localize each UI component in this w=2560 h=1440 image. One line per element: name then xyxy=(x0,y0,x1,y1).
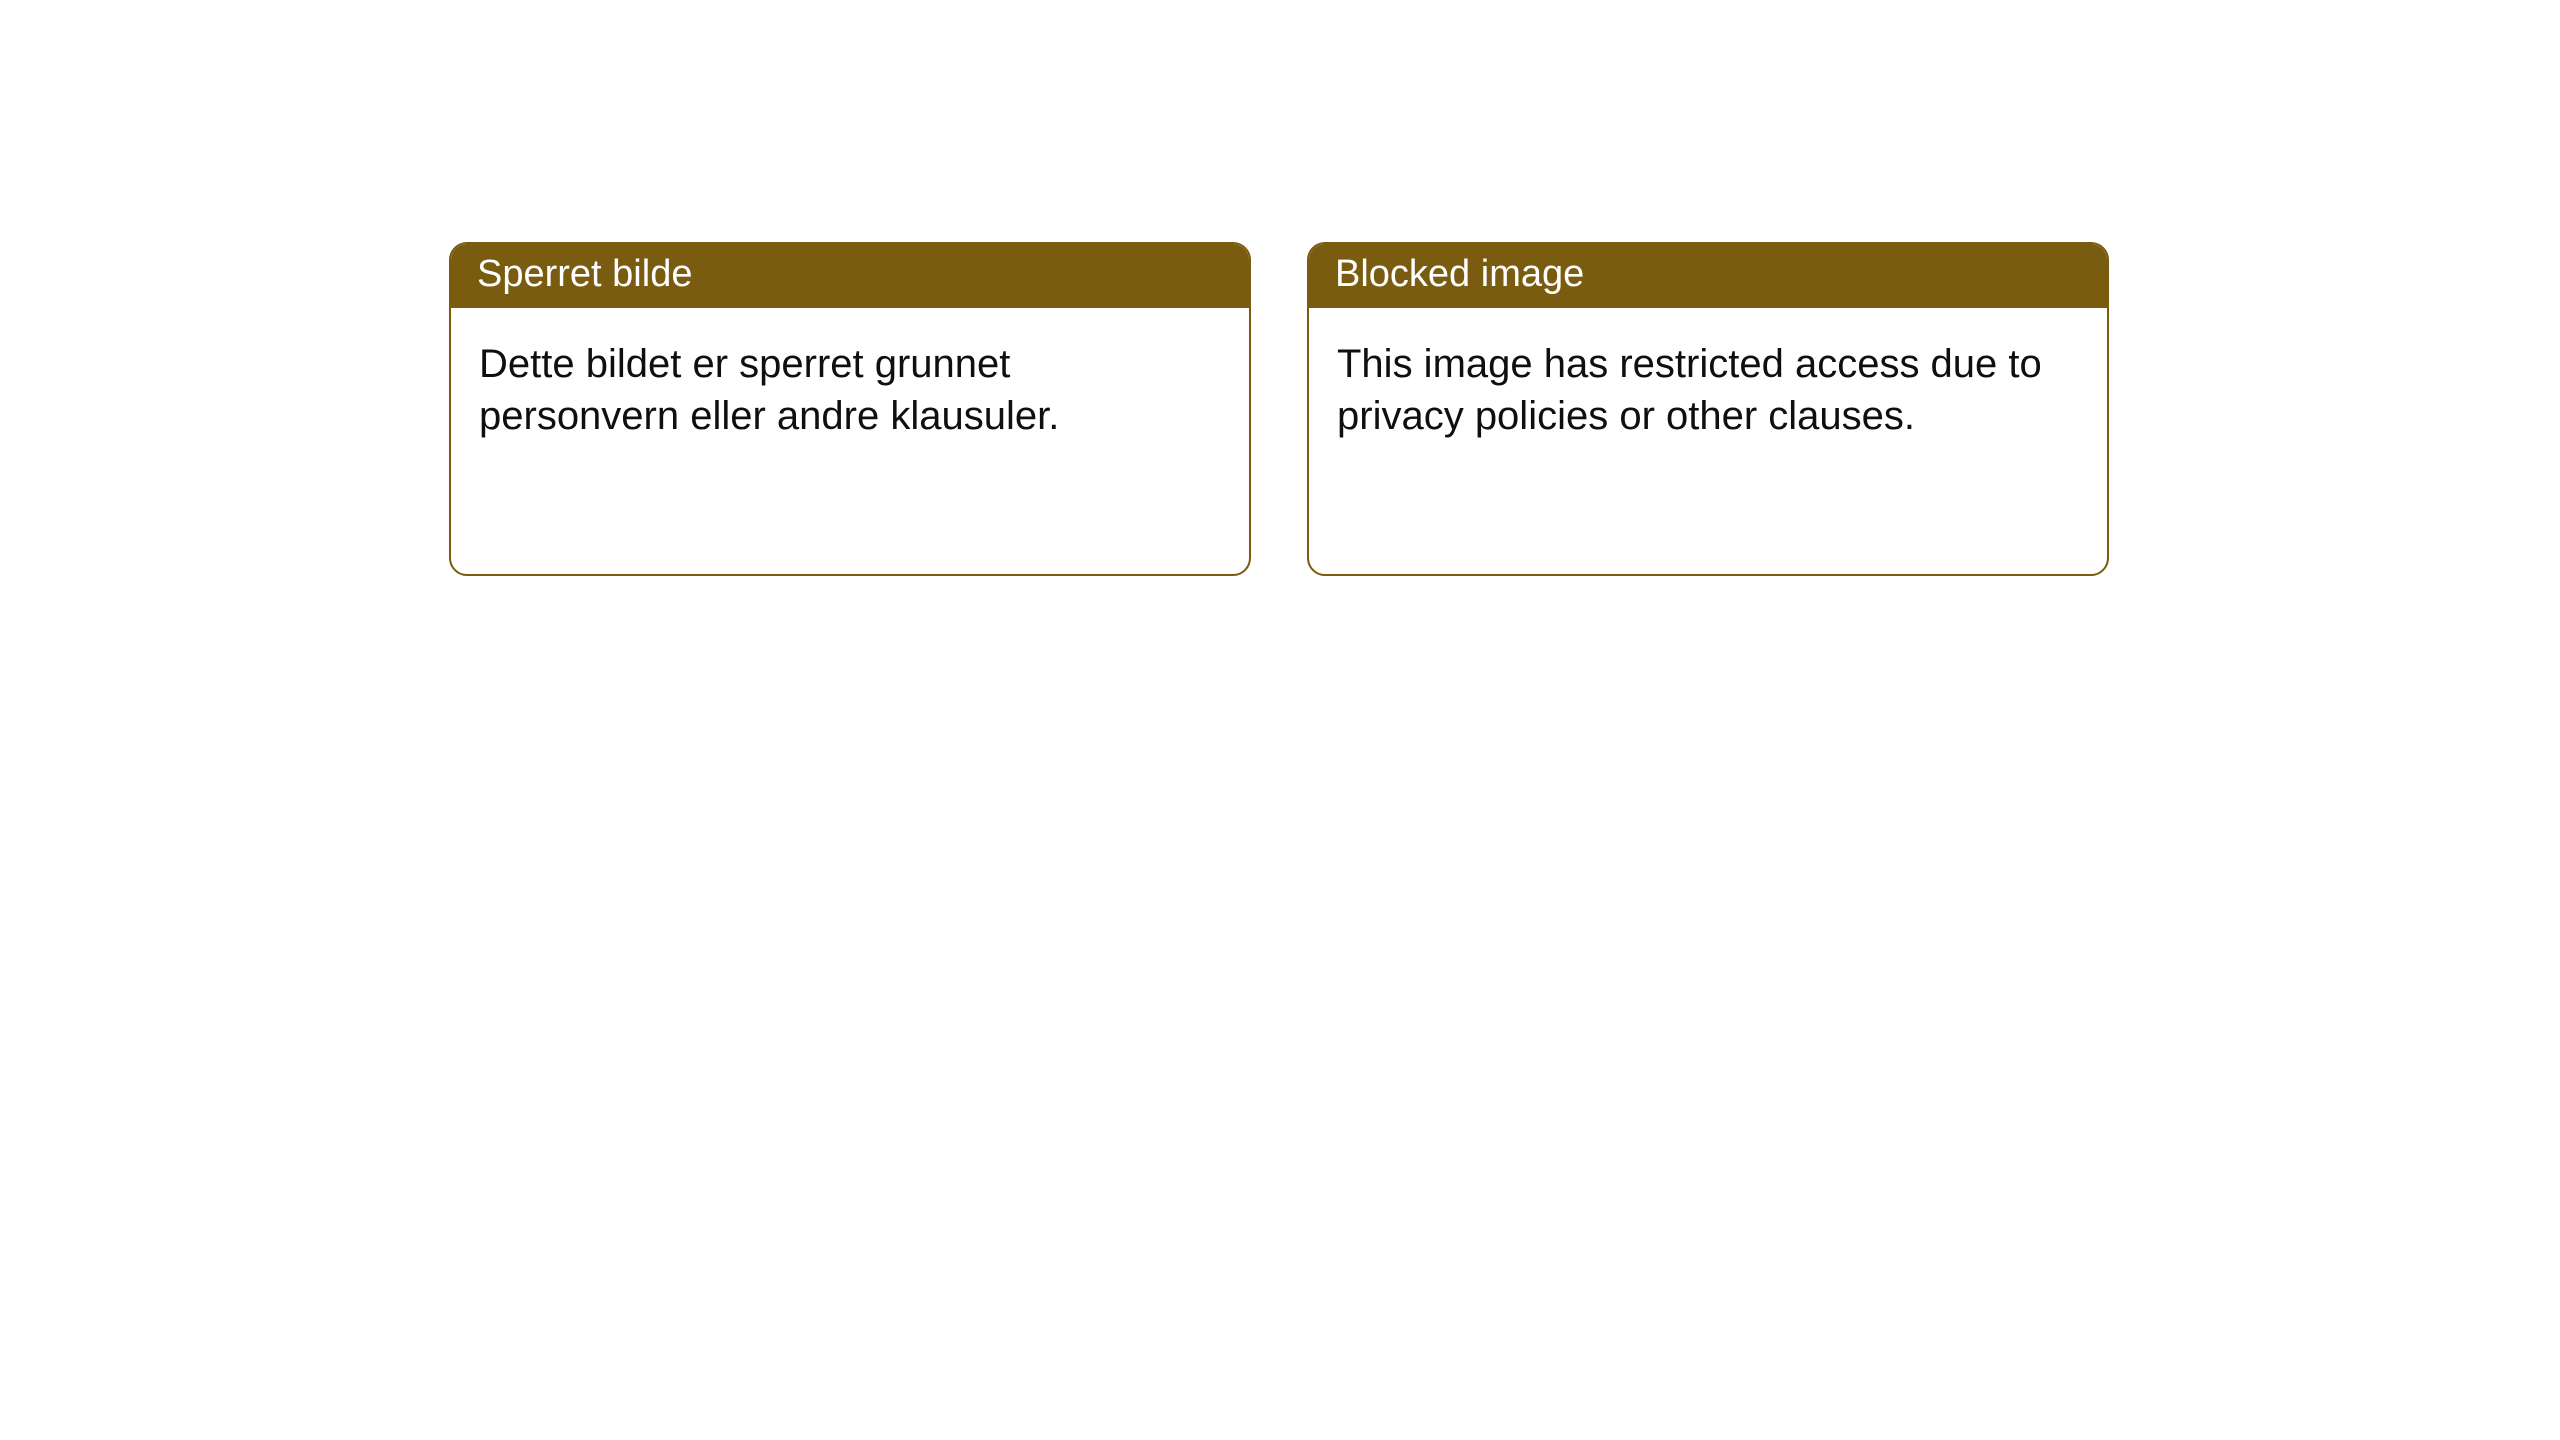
card-title: Blocked image xyxy=(1335,253,1584,295)
card-title: Sperret bilde xyxy=(477,253,692,295)
card-header: Blocked image xyxy=(1309,244,2107,308)
card-body: This image has restricted access due to … xyxy=(1309,308,2107,472)
blocked-image-card-en: Blocked image This image has restricted … xyxy=(1307,242,2109,576)
card-body-text: Dette bildet er sperret grunnet personve… xyxy=(479,342,1059,438)
blocked-image-card-no: Sperret bilde Dette bildet er sperret gr… xyxy=(449,242,1251,576)
card-header: Sperret bilde xyxy=(451,244,1249,308)
card-body: Dette bildet er sperret grunnet personve… xyxy=(451,308,1249,472)
card-body-text: This image has restricted access due to … xyxy=(1337,342,2042,438)
cards-container: Sperret bilde Dette bildet er sperret gr… xyxy=(0,0,2560,576)
